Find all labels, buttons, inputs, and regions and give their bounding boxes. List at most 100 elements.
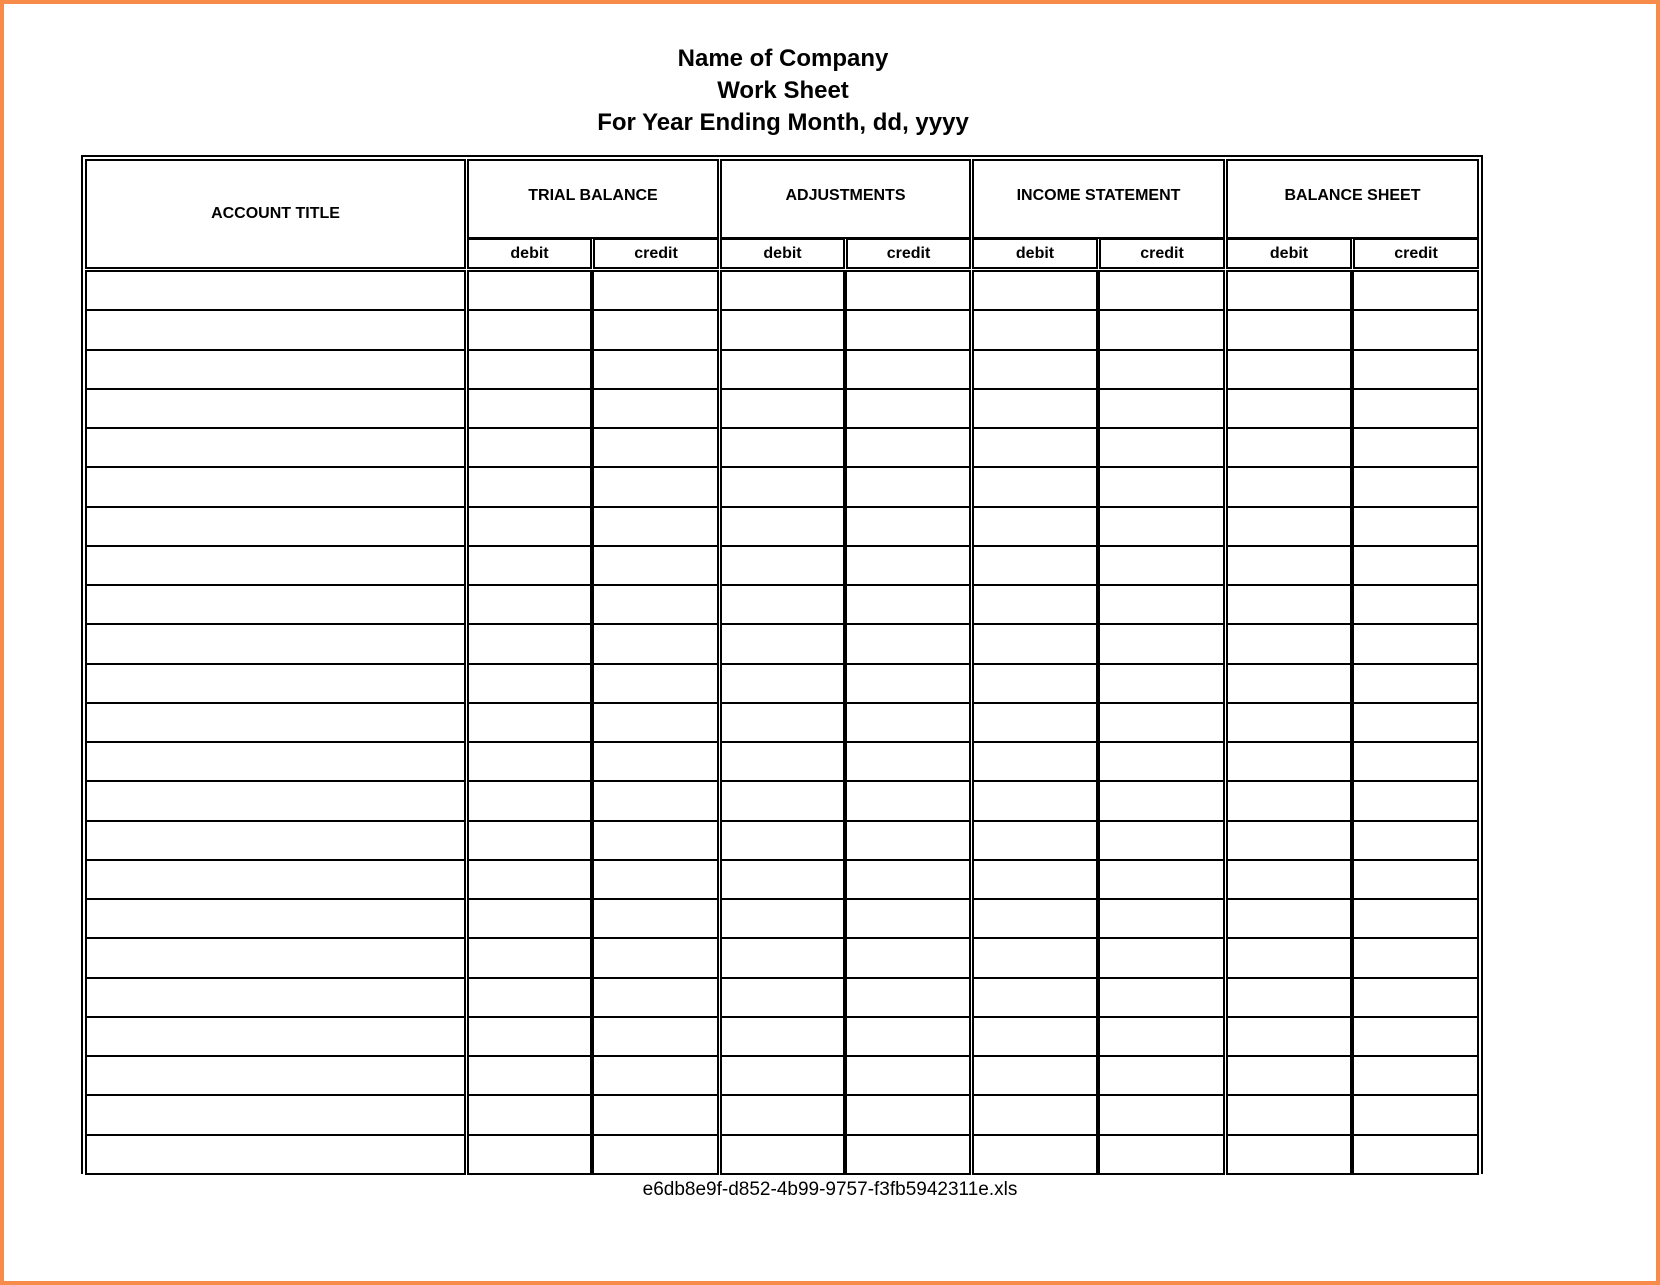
- amount-cell[interactable]: [720, 309, 845, 351]
- amount-cell[interactable]: [1098, 1094, 1225, 1136]
- amount-cell[interactable]: [1226, 859, 1352, 900]
- amount-cell[interactable]: [845, 1016, 971, 1057]
- amount-cell[interactable]: [1226, 780, 1352, 822]
- amount-cell[interactable]: [467, 859, 592, 900]
- amount-cell[interactable]: [845, 309, 971, 351]
- amount-cell[interactable]: [845, 702, 971, 743]
- account-title-cell[interactable]: [85, 898, 466, 939]
- amount-cell[interactable]: [1098, 977, 1225, 1018]
- amount-cell[interactable]: [1098, 270, 1225, 311]
- amount-cell[interactable]: [1352, 663, 1479, 704]
- amount-cell[interactable]: [1226, 388, 1352, 429]
- amount-cell[interactable]: [1098, 309, 1225, 351]
- amount-cell[interactable]: [972, 702, 1098, 743]
- amount-cell[interactable]: [1226, 309, 1352, 351]
- account-title-cell[interactable]: [85, 1134, 466, 1175]
- amount-cell[interactable]: [1098, 898, 1225, 939]
- amount-cell[interactable]: [1352, 741, 1479, 782]
- amount-cell[interactable]: [972, 663, 1098, 704]
- account-title-cell[interactable]: [85, 702, 466, 743]
- amount-cell[interactable]: [1098, 388, 1225, 429]
- amount-cell[interactable]: [845, 741, 971, 782]
- amount-cell[interactable]: [592, 780, 719, 822]
- amount-cell[interactable]: [1352, 898, 1479, 939]
- amount-cell[interactable]: [1098, 780, 1225, 822]
- amount-cell[interactable]: [1098, 1016, 1225, 1057]
- amount-cell[interactable]: [720, 859, 845, 900]
- amount-cell[interactable]: [1352, 977, 1479, 1018]
- amount-cell[interactable]: [1226, 1016, 1352, 1057]
- amount-cell[interactable]: [1226, 506, 1352, 547]
- amount-cell[interactable]: [1098, 1134, 1225, 1175]
- amount-cell[interactable]: [720, 780, 845, 822]
- amount-cell[interactable]: [467, 741, 592, 782]
- account-title-cell[interactable]: [85, 545, 466, 586]
- amount-cell[interactable]: [467, 584, 592, 625]
- amount-cell[interactable]: [720, 663, 845, 704]
- amount-cell[interactable]: [972, 545, 1098, 586]
- amount-cell[interactable]: [592, 1134, 719, 1175]
- amount-cell[interactable]: [972, 780, 1098, 822]
- amount-cell[interactable]: [972, 349, 1098, 390]
- amount-cell[interactable]: [972, 388, 1098, 429]
- account-title-cell[interactable]: [85, 349, 466, 390]
- account-title-cell[interactable]: [85, 663, 466, 704]
- amount-cell[interactable]: [1352, 427, 1479, 468]
- amount-cell[interactable]: [720, 545, 845, 586]
- account-title-cell[interactable]: [85, 977, 466, 1018]
- amount-cell[interactable]: [592, 702, 719, 743]
- amount-cell[interactable]: [972, 506, 1098, 547]
- amount-cell[interactable]: [1226, 545, 1352, 586]
- account-title-cell[interactable]: [85, 427, 466, 468]
- amount-cell[interactable]: [845, 1055, 971, 1096]
- amount-cell[interactable]: [720, 1055, 845, 1096]
- amount-cell[interactable]: [720, 1134, 845, 1175]
- amount-cell[interactable]: [845, 584, 971, 625]
- amount-cell[interactable]: [972, 1094, 1098, 1136]
- amount-cell[interactable]: [845, 270, 971, 311]
- amount-cell[interactable]: [1226, 349, 1352, 390]
- amount-cell[interactable]: [1352, 623, 1479, 665]
- amount-cell[interactable]: [1226, 1134, 1352, 1175]
- amount-cell[interactable]: [972, 1134, 1098, 1175]
- amount-cell[interactable]: [592, 545, 719, 586]
- amount-cell[interactable]: [1226, 898, 1352, 939]
- amount-cell[interactable]: [592, 388, 719, 429]
- amount-cell[interactable]: [592, 1055, 719, 1096]
- amount-cell[interactable]: [592, 820, 719, 861]
- amount-cell[interactable]: [1352, 506, 1479, 547]
- amount-cell[interactable]: [1098, 623, 1225, 665]
- amount-cell[interactable]: [467, 977, 592, 1018]
- amount-cell[interactable]: [720, 388, 845, 429]
- amount-cell[interactable]: [1098, 702, 1225, 743]
- amount-cell[interactable]: [467, 466, 592, 508]
- amount-cell[interactable]: [467, 820, 592, 861]
- amount-cell[interactable]: [720, 1094, 845, 1136]
- amount-cell[interactable]: [467, 349, 592, 390]
- amount-cell[interactable]: [845, 545, 971, 586]
- amount-cell[interactable]: [720, 741, 845, 782]
- amount-cell[interactable]: [1226, 270, 1352, 311]
- amount-cell[interactable]: [1352, 702, 1479, 743]
- amount-cell[interactable]: [1352, 545, 1479, 586]
- amount-cell[interactable]: [592, 309, 719, 351]
- amount-cell[interactable]: [1226, 702, 1352, 743]
- amount-cell[interactable]: [1098, 937, 1225, 979]
- amount-cell[interactable]: [467, 545, 592, 586]
- amount-cell[interactable]: [1098, 427, 1225, 468]
- amount-cell[interactable]: [1352, 820, 1479, 861]
- amount-cell[interactable]: [720, 584, 845, 625]
- amount-cell[interactable]: [720, 898, 845, 939]
- account-title-cell[interactable]: [85, 506, 466, 547]
- amount-cell[interactable]: [467, 427, 592, 468]
- amount-cell[interactable]: [1226, 584, 1352, 625]
- amount-cell[interactable]: [720, 427, 845, 468]
- account-title-cell[interactable]: [85, 623, 466, 665]
- amount-cell[interactable]: [845, 427, 971, 468]
- amount-cell[interactable]: [1352, 388, 1479, 429]
- amount-cell[interactable]: [1226, 1094, 1352, 1136]
- amount-cell[interactable]: [845, 977, 971, 1018]
- account-title-cell[interactable]: [85, 1055, 466, 1096]
- amount-cell[interactable]: [1098, 545, 1225, 586]
- amount-cell[interactable]: [592, 270, 719, 311]
